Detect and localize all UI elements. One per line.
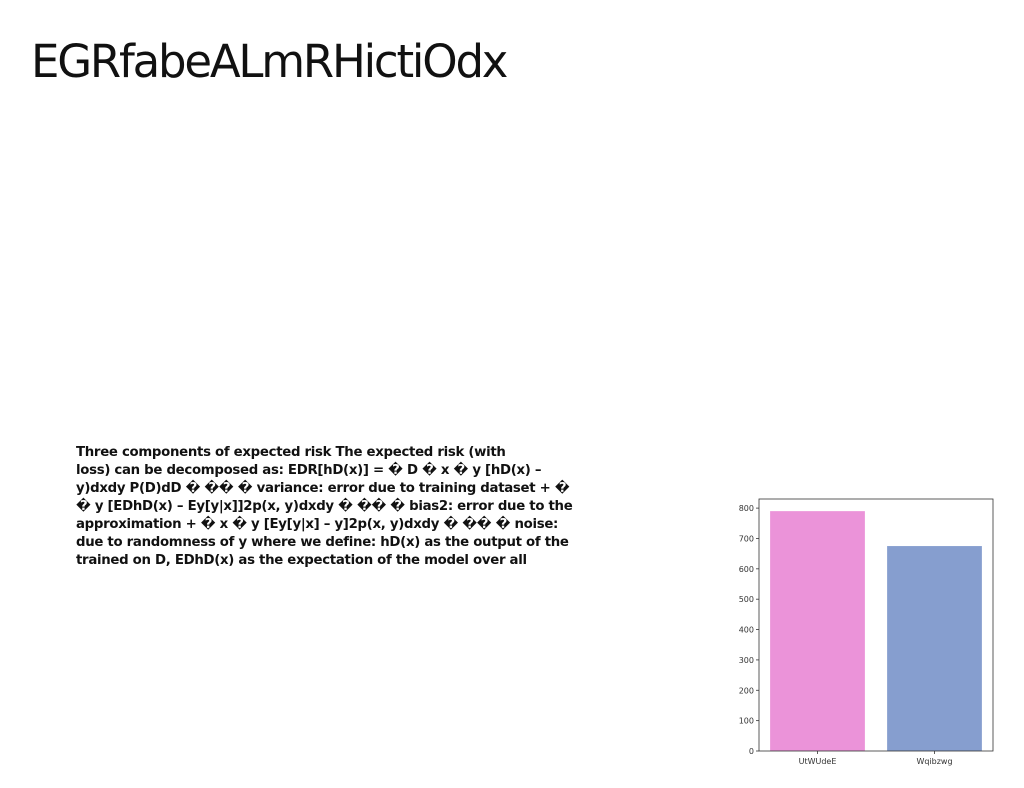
plot-frame — [758, 498, 994, 752]
bar-Wqibzwg — [887, 546, 982, 751]
y-tick-label: 100 — [739, 717, 754, 726]
y-tick-label: 700 — [739, 534, 754, 543]
slide-title: EGRfabeALmRHictiOdx — [31, 35, 508, 88]
body-text-line: Three components of expected risk The ex… — [76, 445, 506, 460]
y-tick-label: 800 — [739, 504, 754, 513]
body-text-line: y)dxdy P(D)dD � �� � variance: error due… — [76, 481, 570, 496]
y-tick-label: 600 — [739, 565, 754, 574]
body-text-line: due to randomness of y where we define: … — [76, 535, 569, 550]
y-tick-label: 300 — [739, 656, 754, 665]
x-tick-label: Wqibzwg — [916, 757, 952, 766]
bar-UtWUdeE — [770, 511, 865, 751]
body-text-line: loss) can be decomposed as: EDR[hD(x)] =… — [76, 463, 542, 478]
body-text-line: approximation + � x � y [Ey[y|x] – y]2p(… — [76, 517, 559, 532]
slide-body-text: Three components of expected risk The ex… — [76, 444, 632, 570]
bar-chart-svg: UtWUdeE Wqibzwg 0 100 200 300 400 500 600 700 800 — [739, 498, 994, 766]
x-tick-label: UtWUdeE — [799, 757, 837, 766]
y-tick-label: 400 — [739, 626, 754, 635]
body-text-line: trained on D, EDhD(x) as the expectation… — [76, 553, 527, 568]
y-tick-label: 500 — [739, 595, 754, 604]
bar-chart: UtWUdeE Wqibzwg 0 100 200 300 400 500 600 700 800 — [725, 492, 1005, 776]
body-text-line: � y [EDhD(x) – Ey[y|x]]2p(x, y)dxdy � ��… — [76, 499, 573, 514]
y-tick-label: 0 — [749, 747, 754, 756]
y-tick-label: 200 — [739, 686, 754, 695]
